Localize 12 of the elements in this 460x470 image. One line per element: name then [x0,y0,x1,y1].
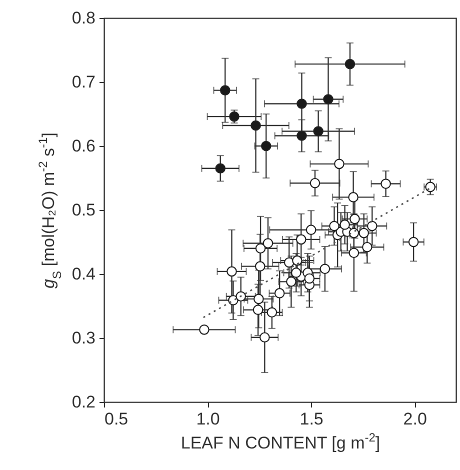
x-axis-title: LEAF N CONTENT [g m$^{-2}$] [180,430,380,452]
x-tick-label: 1.0 [196,410,220,428]
y-tick-label: 0.3 [72,328,96,348]
y-tick-label: 0.8 [72,8,96,28]
y-tick-label: 0.6 [72,136,96,156]
y-tick-label: 0.2 [72,392,96,412]
y-tick-label: 0.4 [72,264,96,284]
y-tick-label: 0.7 [72,72,96,92]
x-tick-label: 1.5 [300,410,324,428]
x-tick-label: 2.0 [403,410,427,428]
y-tick-label: 0.5 [72,200,96,220]
x-tick-label: 0.5 [104,410,128,428]
